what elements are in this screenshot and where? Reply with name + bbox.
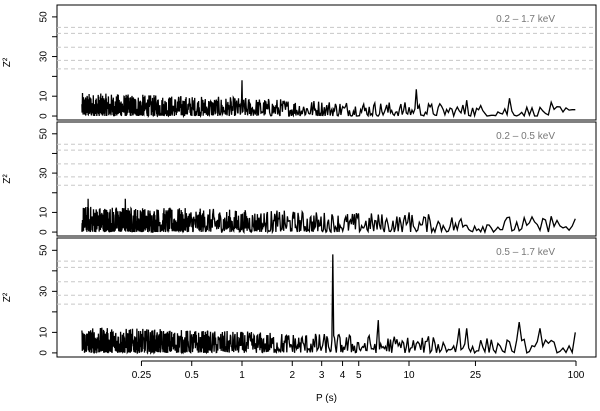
y-tick-label: 10 xyxy=(39,326,50,338)
panel-frame xyxy=(56,4,597,121)
panel-energy-label: 0.5 – 1.7 keV xyxy=(496,247,555,258)
y-tick-label: 30 xyxy=(39,167,50,179)
x-axis-label: P (s) xyxy=(316,393,337,404)
x-tick-label: 10 xyxy=(403,370,415,381)
x-tick-label: 2 xyxy=(289,370,295,381)
x-tick-label: 0.25 xyxy=(132,370,152,381)
x-tick-label: 100 xyxy=(568,370,585,381)
y-tick-label: 0 xyxy=(39,113,50,119)
x-tick-label: 1 xyxy=(239,370,245,381)
y-axis-label: Z² xyxy=(2,174,13,184)
panel-frame xyxy=(56,121,597,237)
y-axis-label: Z² xyxy=(2,57,13,67)
panel-energy-label: 0.2 – 0.5 keV xyxy=(496,131,555,142)
y-tick-label: 0 xyxy=(39,229,50,235)
y-tick-label: 0 xyxy=(39,350,50,356)
periodogram-series xyxy=(81,254,576,355)
periodogram-series xyxy=(81,80,576,119)
y-tick-label: 10 xyxy=(39,206,50,218)
y-tick-label: 30 xyxy=(39,51,50,63)
x-tick-label: 0.5 xyxy=(185,370,199,381)
x-tick-label: 4 xyxy=(340,370,346,381)
y-tick-label: 50 xyxy=(39,128,50,140)
y-tick-label: 10 xyxy=(39,90,50,102)
y-axis-label: Z² xyxy=(2,292,13,302)
y-tick-label: 30 xyxy=(39,285,50,297)
y-tick-label: 50 xyxy=(39,244,50,256)
x-tick-label: 5 xyxy=(356,370,362,381)
x-tick-label: 3 xyxy=(319,370,325,381)
x-tick-label: 25 xyxy=(470,370,482,381)
y-tick-label: 50 xyxy=(39,11,50,23)
panel-frame xyxy=(56,237,597,358)
panel-energy-label: 0.2 – 1.7 keV xyxy=(496,14,555,25)
periodogram-series xyxy=(81,198,576,235)
